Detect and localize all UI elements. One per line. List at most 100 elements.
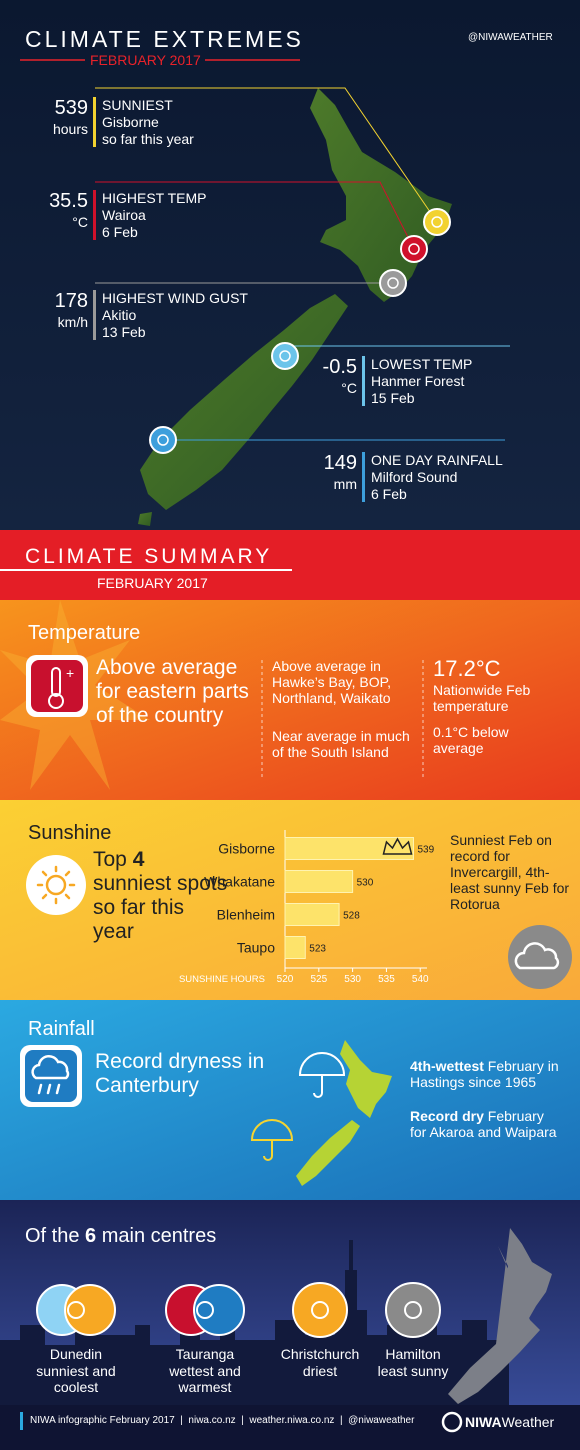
sunshine-background xyxy=(0,800,580,1000)
value: 539 xyxy=(54,97,88,119)
value-bar xyxy=(93,97,96,147)
label: ONE DAY RAINFALL xyxy=(371,452,503,468)
extremes-background xyxy=(0,0,580,530)
bar xyxy=(284,870,354,893)
brand-bold: NIWA xyxy=(465,1414,502,1430)
value-label: 528 xyxy=(343,911,360,922)
map-icon xyxy=(149,426,177,454)
centre-icon-glyph xyxy=(404,1301,422,1319)
date: so far this year xyxy=(102,131,194,147)
subtitle: FEBRUARY 2017 xyxy=(90,52,201,68)
stat-label: Nationwide Feb temperature xyxy=(433,682,531,715)
svg-text:+: + xyxy=(66,665,74,681)
note: Sunniest Feb on record for Invercargill,… xyxy=(450,832,570,913)
summary-subtitle: FEBRUARY 2017 xyxy=(97,575,208,591)
footer-bar xyxy=(20,1412,23,1430)
x-tick-label: 530 xyxy=(344,974,361,985)
label: HIGHEST TEMP xyxy=(102,190,207,206)
bar xyxy=(284,837,414,860)
description: wettest and warmest xyxy=(169,1363,241,1396)
unit: km/h xyxy=(57,314,88,330)
note: Above average in Hawke’s Bay, BOP, North… xyxy=(272,658,392,707)
label: LOWEST TEMP xyxy=(371,356,473,372)
category-label: Blenheim xyxy=(217,907,275,923)
label: SUNNIEST xyxy=(102,97,173,113)
footer-background xyxy=(0,1405,580,1450)
stat-note: 0.1°C below average xyxy=(433,724,509,757)
map-icon xyxy=(400,235,428,263)
connector xyxy=(95,87,438,223)
centre-icon-glyph xyxy=(67,1301,85,1319)
cloud-icon xyxy=(508,925,572,989)
value-label: 539 xyxy=(417,845,434,856)
note: Near average in much of the South Island xyxy=(272,728,410,761)
description: sunniest and coolest xyxy=(36,1363,116,1396)
heading-text: Of the xyxy=(25,1225,86,1247)
niwa-logo xyxy=(441,1411,463,1433)
city: Hamilton xyxy=(385,1346,441,1362)
skyline xyxy=(0,1240,509,1405)
value: 178 xyxy=(54,290,88,312)
temperature-background xyxy=(0,600,580,800)
rainfall-background xyxy=(0,1000,580,1200)
place: Gisborne xyxy=(102,114,159,130)
date: 6 Feb xyxy=(102,224,138,240)
city: Christchurch xyxy=(280,1346,360,1362)
map-icon-glyph xyxy=(408,243,420,255)
note: 4th-wettest February in Hastings since 1… xyxy=(410,1058,580,1090)
map-icon xyxy=(271,342,299,370)
map-icon-glyph xyxy=(387,277,399,289)
centre-icon xyxy=(193,1284,245,1336)
map-icon-glyph xyxy=(431,216,443,228)
section-heading: Temperature xyxy=(28,622,141,644)
summary-band xyxy=(0,530,580,600)
headline-number: 4 xyxy=(132,848,145,871)
unit: mm xyxy=(333,476,357,492)
date: 6 Feb xyxy=(371,486,407,502)
brand: NIWAWeather xyxy=(465,1414,554,1430)
value: 35.5 xyxy=(49,190,88,212)
centre-icon xyxy=(385,1282,441,1338)
city: Tauranga xyxy=(175,1346,235,1362)
section-heading: Of the 6 main centres xyxy=(25,1225,216,1248)
centre-icon xyxy=(292,1282,348,1338)
headline: Above average for eastern parts of the c… xyxy=(96,656,249,728)
category-label: Whakatane xyxy=(204,874,275,890)
section-heading: Rainfall xyxy=(28,1018,95,1040)
note-bold: Record dry xyxy=(410,1108,484,1124)
note: Record dry February for Akaroa and Waipa… xyxy=(410,1108,560,1140)
connector xyxy=(95,181,415,250)
centre-icon-glyph xyxy=(196,1301,214,1319)
map-icon xyxy=(379,269,407,297)
handle: @NIWAWEATHER xyxy=(468,32,553,43)
headline: Record dryness in Canterbury xyxy=(95,1050,265,1098)
unit: °C xyxy=(72,214,88,230)
headline-text: sunniest spots so far this year xyxy=(93,872,228,944)
centres-map xyxy=(448,1228,552,1404)
headline-text: Top xyxy=(93,848,133,871)
value-bar xyxy=(362,452,365,502)
label: HIGHEST WIND GUST xyxy=(102,290,248,306)
sun-icon xyxy=(26,855,86,915)
heading-number: 6 xyxy=(85,1225,97,1247)
place: Milford Sound xyxy=(371,469,458,485)
value-bar xyxy=(362,356,365,406)
section-heading: Sunshine xyxy=(28,822,112,844)
umbrella-icon xyxy=(250,1052,346,1161)
note-text: February in Hastings since 1965 xyxy=(410,1058,559,1091)
place: Hanmer Forest xyxy=(371,373,465,389)
category-label: Taupo xyxy=(237,940,275,956)
description: least sunny xyxy=(377,1363,449,1379)
value: 149 xyxy=(323,452,357,474)
bar xyxy=(284,903,340,926)
date: 13 Feb xyxy=(102,324,146,340)
footer-text: NIWA infographic February 2017 | niwa.co… xyxy=(30,1415,415,1426)
value-bar xyxy=(93,290,96,340)
place: Akitio xyxy=(102,307,137,323)
city: Dunedin xyxy=(49,1346,103,1362)
thermometer-icon: + xyxy=(26,655,88,717)
value-label: 530 xyxy=(357,878,374,889)
rain-map xyxy=(296,1040,392,1186)
